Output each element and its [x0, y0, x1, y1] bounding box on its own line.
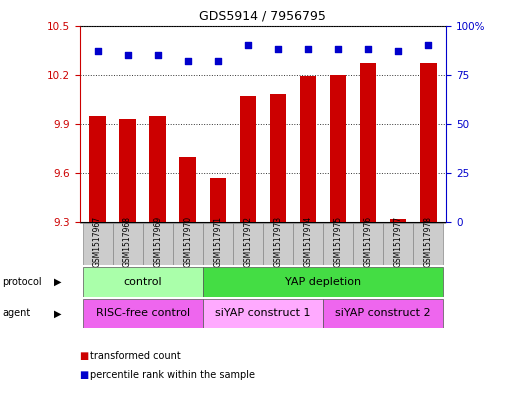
Text: GSM1517970: GSM1517970 — [183, 217, 192, 268]
Text: GSM1517971: GSM1517971 — [213, 217, 222, 267]
Bar — [390, 219, 406, 222]
Point — [124, 52, 132, 58]
Bar — [233, 223, 263, 265]
Bar — [203, 223, 233, 265]
Bar — [173, 223, 203, 265]
Bar — [209, 178, 226, 222]
Text: ▶: ▶ — [54, 277, 62, 287]
Bar — [89, 116, 106, 222]
Text: RISC-free control: RISC-free control — [95, 309, 190, 318]
Bar — [149, 116, 166, 222]
Point — [334, 46, 342, 52]
Text: GSM1517975: GSM1517975 — [333, 217, 343, 268]
Point — [214, 58, 222, 64]
Text: GSM1517977: GSM1517977 — [393, 217, 403, 268]
Point — [274, 46, 282, 52]
Text: GSM1517968: GSM1517968 — [123, 217, 132, 267]
Bar — [120, 119, 136, 222]
Point — [424, 42, 432, 48]
Point — [394, 48, 402, 54]
Bar — [83, 223, 112, 265]
Bar — [83, 299, 203, 328]
Bar — [383, 223, 413, 265]
Text: transformed count: transformed count — [90, 351, 181, 361]
Bar — [112, 223, 143, 265]
Text: agent: agent — [3, 309, 31, 318]
Text: YAP depletion: YAP depletion — [285, 277, 361, 287]
Text: ▶: ▶ — [54, 309, 62, 318]
Bar — [263, 223, 293, 265]
Title: GDS5914 / 7956795: GDS5914 / 7956795 — [200, 10, 326, 23]
Bar — [413, 223, 443, 265]
Point — [93, 48, 102, 54]
Text: ■: ■ — [80, 351, 89, 361]
Text: siYAP construct 2: siYAP construct 2 — [336, 309, 431, 318]
Text: GSM1517974: GSM1517974 — [304, 217, 312, 268]
Bar — [300, 76, 317, 222]
Text: GSM1517978: GSM1517978 — [424, 217, 433, 267]
Bar — [323, 299, 443, 328]
Point — [244, 42, 252, 48]
Point — [364, 46, 372, 52]
Point — [304, 46, 312, 52]
Bar — [293, 223, 323, 265]
Point — [184, 58, 192, 64]
Bar — [83, 267, 203, 297]
Point — [153, 52, 162, 58]
Text: protocol: protocol — [3, 277, 42, 287]
Bar — [330, 75, 346, 222]
Text: percentile rank within the sample: percentile rank within the sample — [90, 370, 255, 380]
Text: ■: ■ — [80, 370, 89, 380]
Bar — [270, 94, 286, 222]
Bar — [180, 156, 196, 222]
Text: GSM1517967: GSM1517967 — [93, 217, 102, 268]
Text: GSM1517976: GSM1517976 — [364, 217, 372, 268]
Bar — [360, 63, 377, 222]
Text: GSM1517969: GSM1517969 — [153, 217, 162, 268]
Text: siYAP construct 1: siYAP construct 1 — [215, 309, 311, 318]
Text: GSM1517972: GSM1517972 — [243, 217, 252, 267]
Text: GSM1517973: GSM1517973 — [273, 217, 283, 268]
Text: control: control — [123, 277, 162, 287]
Bar — [240, 96, 256, 222]
Bar — [203, 267, 443, 297]
Bar — [203, 299, 323, 328]
Bar — [323, 223, 353, 265]
Bar — [420, 63, 437, 222]
Bar — [143, 223, 173, 265]
Bar — [353, 223, 383, 265]
